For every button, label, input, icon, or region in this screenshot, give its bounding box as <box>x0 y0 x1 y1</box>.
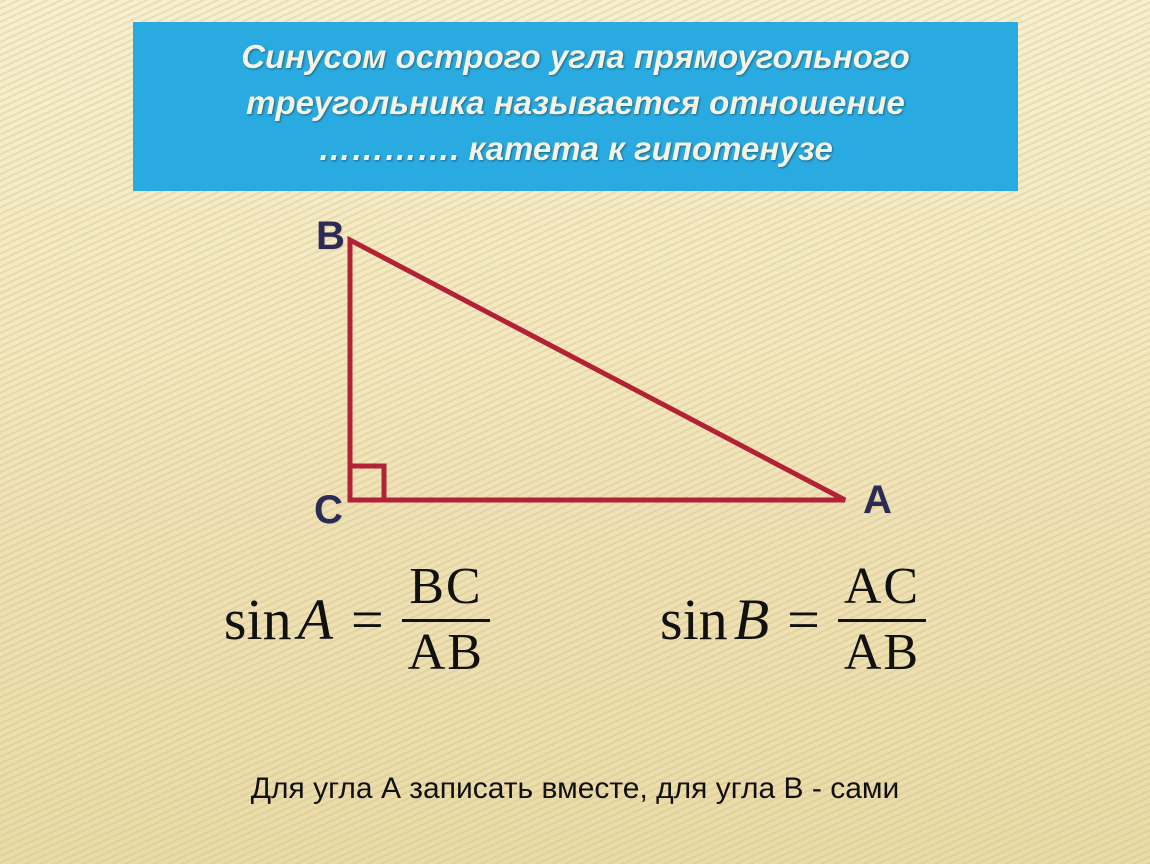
fn-sin: sin <box>224 587 292 652</box>
fraction-b: AC AB <box>838 560 926 680</box>
vertex-label-b: В <box>316 214 345 259</box>
formula-sin-a: sinA = BC AB <box>224 560 490 680</box>
var-b: B <box>734 587 769 652</box>
var-a: A <box>298 587 333 652</box>
slide: Синусом острого угла прямоугольного треу… <box>0 0 1150 864</box>
fraction-bar <box>402 619 490 622</box>
title-line-1: Синусом острого угла прямоугольного <box>241 38 910 75</box>
title-line-2: треугольника называется отношение <box>246 84 905 121</box>
vertex-label-a: А <box>863 478 892 523</box>
denom-a: AB <box>402 626 490 681</box>
fraction-bar <box>838 619 926 622</box>
definition-box: Синусом острого угла прямоугольного треу… <box>133 22 1018 191</box>
formula-row: sinA = BC AB sinB = AC AB <box>0 560 1150 680</box>
numer-b: AC <box>838 560 926 615</box>
triangle-diagram: В С А <box>290 200 910 550</box>
denom-b: AB <box>838 626 926 681</box>
fn-sin: sin <box>660 587 728 652</box>
triangle-svg <box>290 200 910 550</box>
title-line-3: …………. катета к гипотенузе <box>318 130 833 167</box>
equals-sign: = <box>351 591 384 649</box>
formula-sin-b: sinB = AC AB <box>660 560 926 680</box>
equals-sign: = <box>787 591 820 649</box>
vertex-label-c: С <box>314 488 343 533</box>
fraction-a: BC AB <box>402 560 490 680</box>
instruction-note: Для угла А записать вместе, для угла В -… <box>0 772 1150 806</box>
numer-a: BC <box>403 560 488 615</box>
